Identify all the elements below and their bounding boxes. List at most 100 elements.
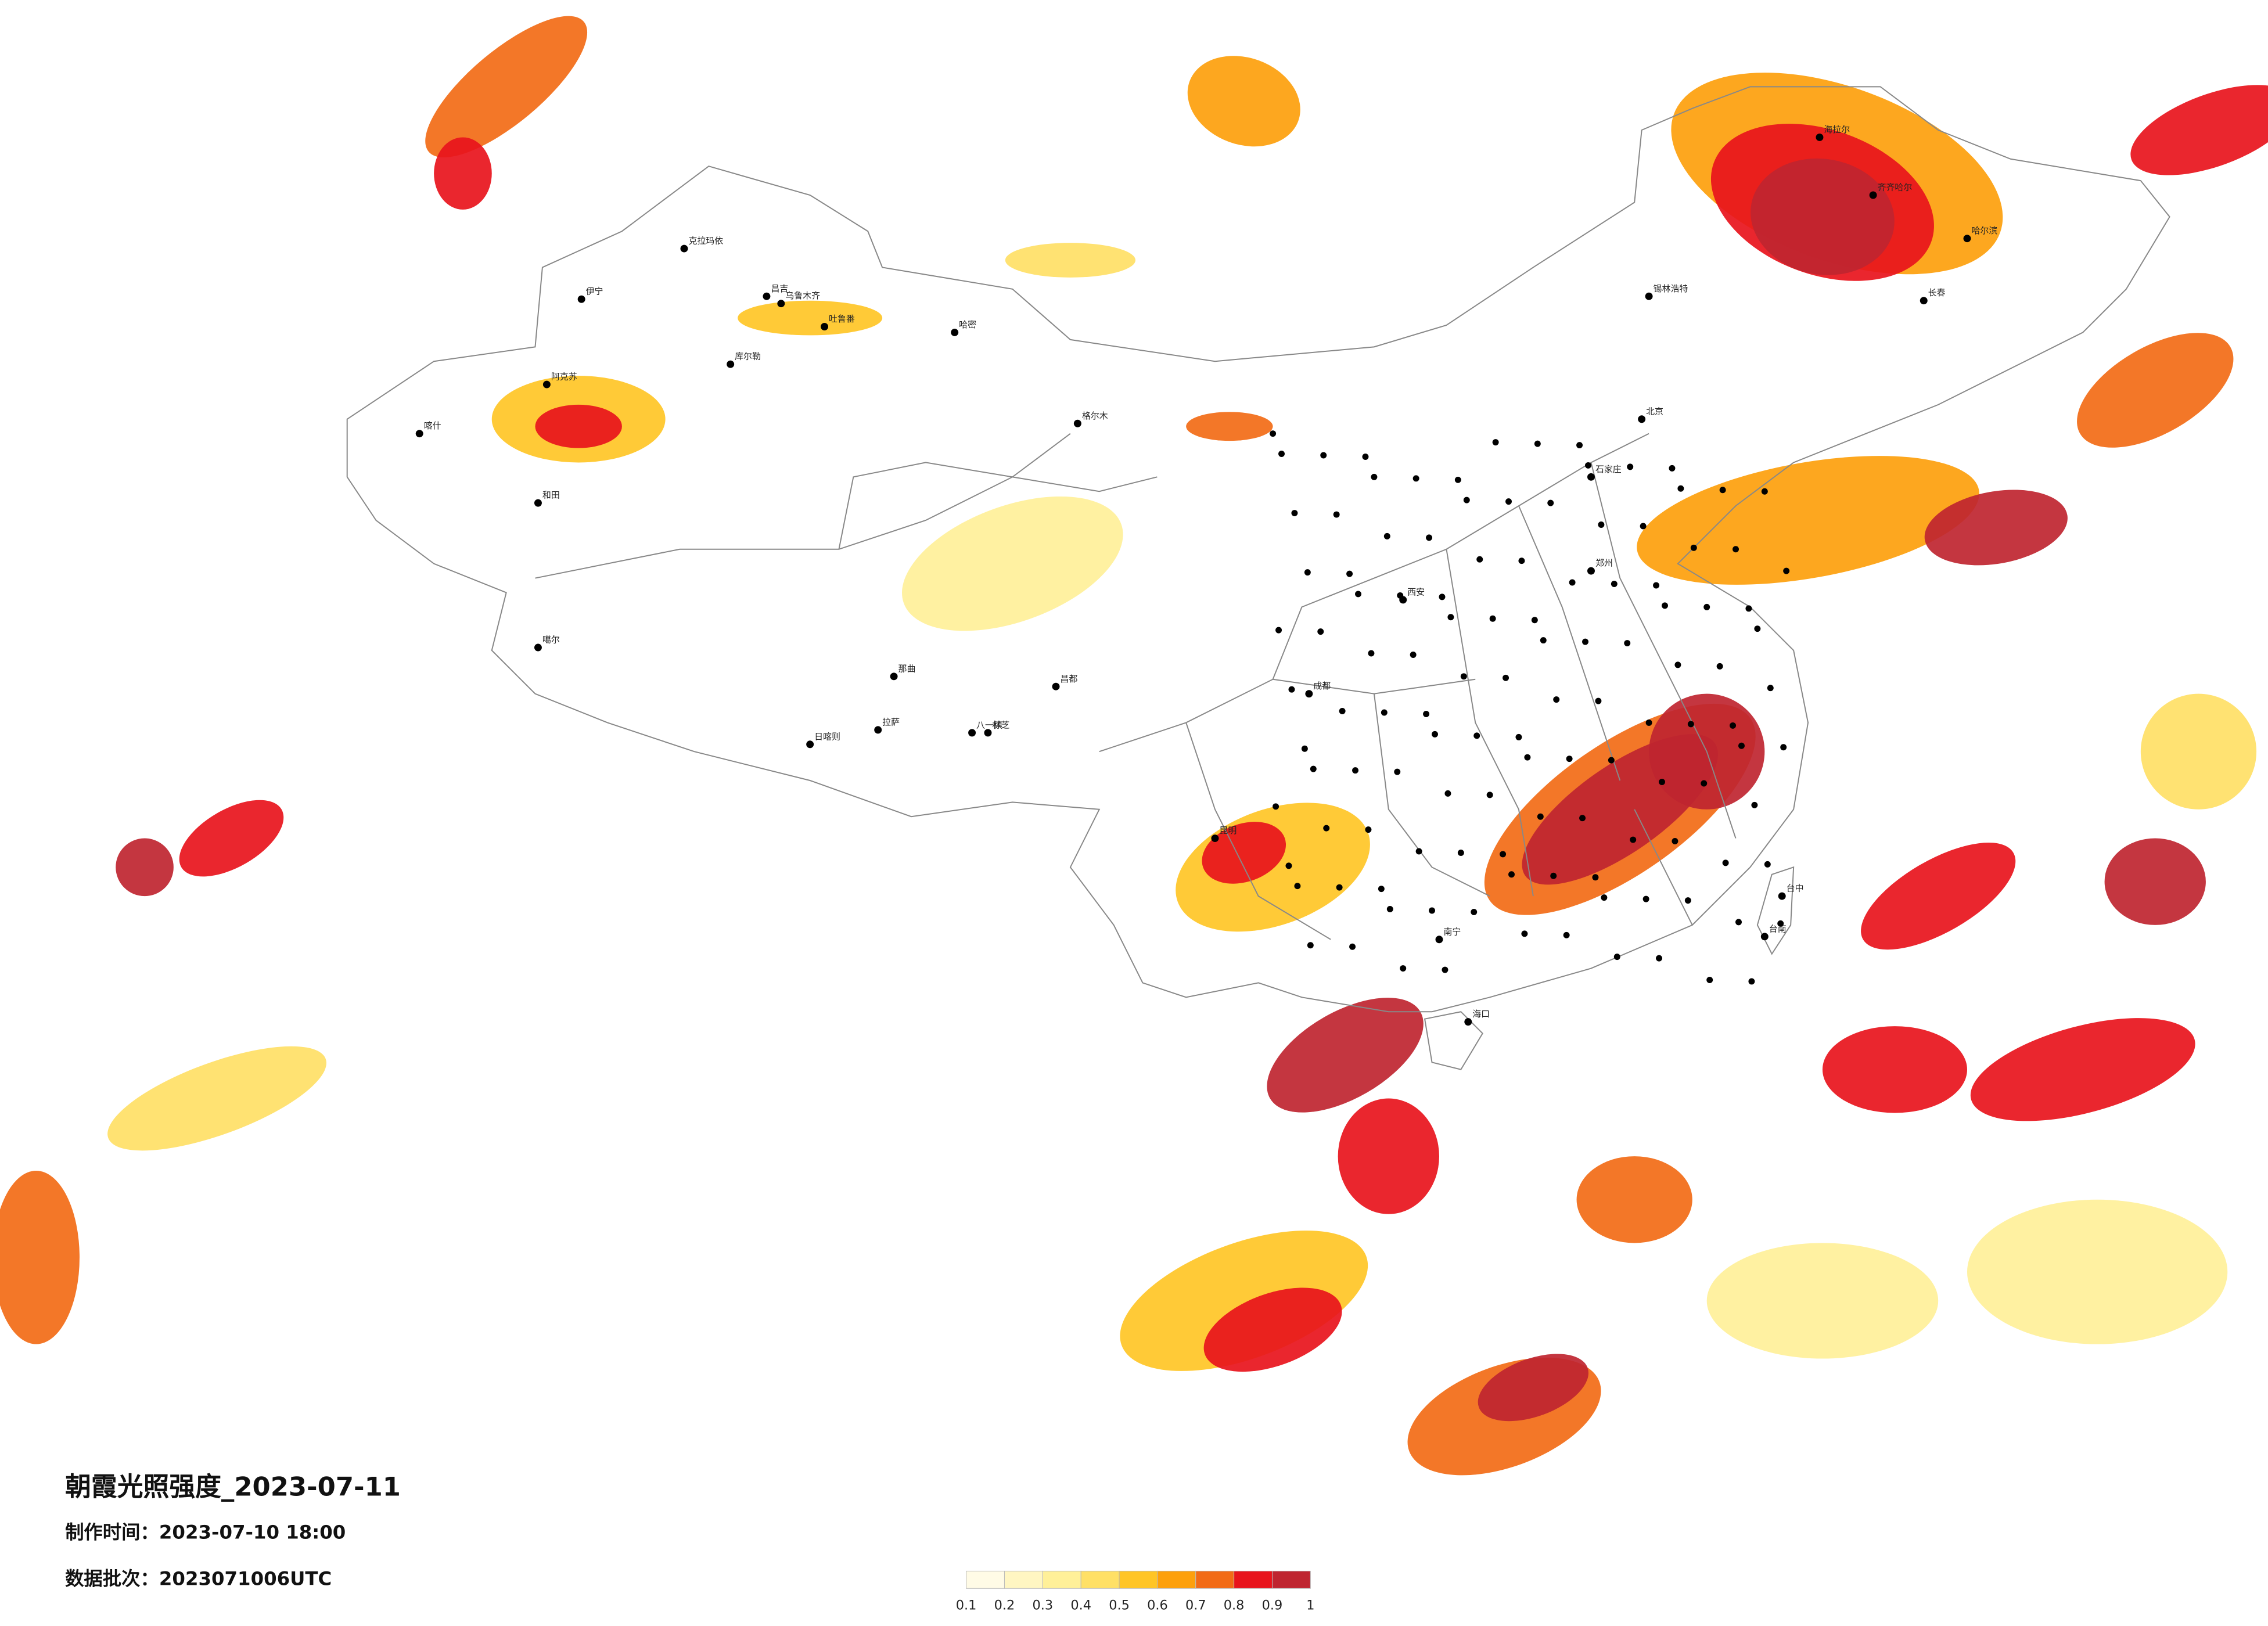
city-dot	[534, 643, 542, 652]
city-label: 齐齐哈尔	[1878, 182, 1913, 193]
city-dot	[1531, 617, 1538, 624]
data-batch: 数据批次：2023071006UTC	[65, 1567, 332, 1589]
heat-blob	[0, 1171, 80, 1344]
heat-blob	[2077, 333, 2234, 448]
city-dot	[1435, 936, 1443, 944]
country-border	[346, 86, 2170, 1013]
city-dot	[1735, 919, 1742, 926]
city-dot	[1748, 978, 1755, 985]
heat-blob	[738, 300, 883, 336]
colorbar-cell	[1080, 1570, 1120, 1589]
city-dot	[1920, 297, 1928, 305]
city-dot	[1383, 533, 1390, 539]
city-dot	[1317, 628, 1324, 635]
city-label: 昌都	[1060, 674, 1077, 684]
city-dot	[1719, 487, 1726, 494]
heat-blob	[425, 16, 588, 158]
colorbar-cell	[1195, 1570, 1235, 1589]
city-dot	[1471, 909, 1478, 915]
colorbar-label: 0.2	[994, 1598, 1015, 1613]
island-border	[1424, 866, 1795, 1070]
city-dot	[1273, 803, 1279, 810]
heat-blob	[535, 404, 622, 448]
city-dot	[984, 729, 992, 737]
city-dot	[1751, 801, 1758, 808]
city-dot	[534, 499, 542, 507]
city-dot	[1767, 685, 1774, 692]
city-dot	[1537, 813, 1544, 820]
city-dot	[1310, 765, 1317, 772]
colorbar-cell	[1004, 1570, 1043, 1589]
city-dot	[1601, 894, 1608, 901]
colorbar-label: 0.7	[1185, 1598, 1206, 1613]
city-dot	[1423, 711, 1430, 717]
heat-blob	[179, 800, 284, 877]
city-dot	[1627, 463, 1634, 470]
city-dot	[1563, 931, 1570, 938]
heat-blob	[1478, 1354, 1589, 1422]
city-dot	[1777, 920, 1784, 927]
heat-blob	[1267, 998, 1424, 1113]
city-dot	[968, 729, 976, 737]
city-label: 海拉尔	[1824, 124, 1850, 135]
colorbar-label: 0.3	[1033, 1598, 1054, 1613]
colorbar-label: 0.8	[1224, 1598, 1245, 1613]
city-dot	[1645, 719, 1652, 726]
city-dot	[1270, 430, 1277, 437]
heat-blob	[1338, 1098, 1439, 1214]
city-dot	[1716, 663, 1723, 670]
city-dot	[1674, 661, 1681, 668]
city-dot	[1642, 895, 1649, 902]
heat-blob	[116, 838, 174, 897]
colorbar-label: 0.6	[1147, 1598, 1168, 1613]
heat-blob	[2104, 838, 2206, 925]
city-label: 海口	[1472, 1009, 1490, 1019]
city-dot	[542, 380, 551, 388]
colorbar-label: 1	[1306, 1598, 1314, 1613]
city-label: 库尔勒	[735, 351, 761, 362]
city-dot	[1524, 754, 1531, 761]
city-dot	[1745, 605, 1752, 612]
colorbar-cell	[966, 1570, 1005, 1589]
city-label: 和田	[542, 490, 560, 501]
heat-blob	[1751, 158, 1895, 275]
city-dot	[415, 430, 423, 438]
city-dot	[1333, 511, 1340, 518]
city-dot	[1783, 567, 1790, 574]
city-dot	[1656, 955, 1663, 962]
city-dot	[1288, 686, 1295, 693]
city-dot	[1463, 497, 1470, 503]
city-dot	[1659, 779, 1665, 785]
borders	[346, 86, 2170, 1070]
city-label: 台南	[1769, 923, 1787, 934]
city-dot	[1503, 674, 1509, 681]
city-dot	[1378, 886, 1385, 893]
heat-blob	[1706, 1243, 1939, 1359]
heat-blob	[1861, 843, 2016, 950]
city-dot	[1540, 637, 1547, 644]
city-dot	[1547, 499, 1554, 506]
city-dot	[1346, 570, 1353, 577]
heat-blob	[1822, 1026, 1967, 1113]
colorbar-label: 0.1	[956, 1598, 977, 1613]
city-dot	[1585, 462, 1591, 469]
city-dot	[1534, 440, 1541, 447]
city-dot	[1576, 442, 1583, 449]
city-dot	[821, 323, 829, 330]
city-dot	[1687, 721, 1694, 728]
city-dot	[874, 726, 882, 734]
city-dot	[1816, 133, 1824, 141]
city-dot	[1684, 897, 1691, 904]
city-dot	[1764, 861, 1771, 868]
heat-blob	[2140, 693, 2257, 810]
city-dot	[1410, 651, 1417, 658]
city-dot	[1869, 191, 1877, 199]
city-dot	[806, 740, 814, 749]
city-dot	[1307, 942, 1314, 949]
city-label: 喀什	[424, 420, 441, 431]
city-dot	[1394, 768, 1401, 775]
city-dot	[1352, 767, 1359, 774]
city-dot	[1275, 627, 1282, 634]
